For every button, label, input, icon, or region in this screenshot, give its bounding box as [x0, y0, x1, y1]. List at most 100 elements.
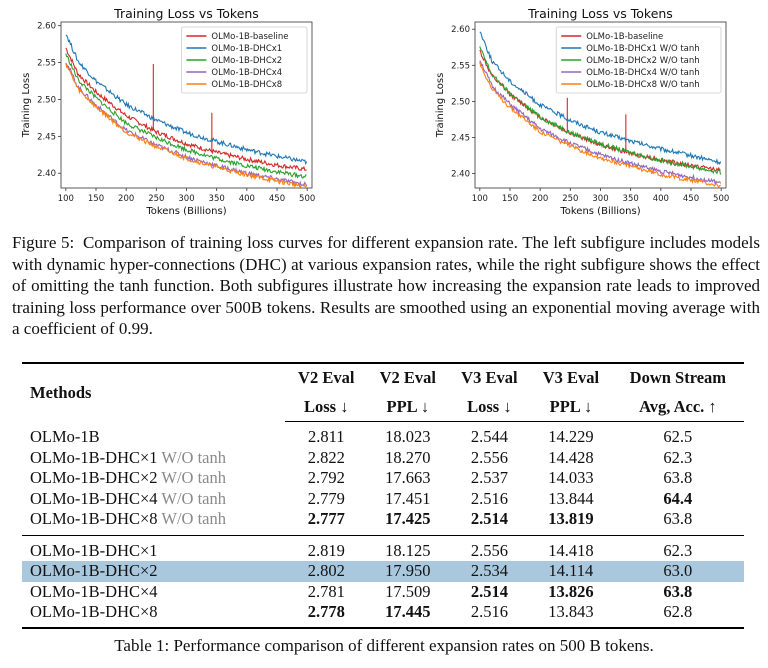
x-tick-label: 100 — [58, 194, 74, 204]
x-tick-label: 500 — [299, 194, 315, 204]
results-table-header: Methods V2 Eval V2 Eval V3 Eval V3 Eval … — [22, 362, 744, 422]
table-caption: Table 1: Performance comparison of diffe… — [114, 636, 654, 655]
method-name: OLMo-1B — [30, 427, 100, 446]
value-cell: 62.3 — [663, 540, 693, 560]
value-cell: 2.781 — [307, 581, 345, 601]
header-v2-loss-2: Loss ↓ — [285, 392, 368, 422]
chart-title: Training Loss vs Tokens — [527, 6, 673, 21]
value-cell: 2.537 — [470, 468, 508, 488]
method-name: OLMo-1B-DHC×8 — [30, 509, 158, 529]
method-cell: OLMo-1B-DHC×2 — [22, 561, 286, 582]
value-cell: 2.819 — [307, 540, 345, 560]
value-cell: 18.125 — [385, 540, 431, 560]
value-cell: 14.114 — [530, 561, 612, 582]
series-group — [65, 34, 308, 188]
value-cell: 13.819 — [530, 509, 612, 536]
legend-label: OLMo-1B-baseline — [586, 32, 663, 42]
method-cell: OLMo-1B-DHC×1 — [22, 535, 285, 561]
chart-title: Training Loss vs Tokens — [113, 6, 259, 21]
chart-training-loss-left: Training Loss vs Tokens 100 150 200 250 300 35… — [21, 6, 315, 217]
header-v2-ppl-1: V2 Eval — [367, 362, 449, 393]
chart-training-loss-right: Training Loss vs Tokens 100 150 200 250 300 35… — [435, 6, 729, 217]
value-cell: 13.843 — [530, 602, 612, 629]
legend — [555, 26, 722, 94]
y-tick-label: 2.55 — [37, 59, 56, 69]
x-tick-label: 300 — [178, 194, 194, 204]
method-name: OLMo-1B-DHC×4 — [30, 488, 158, 508]
value-cell: 63.8 — [611, 509, 744, 536]
legend-label: OLMo-1B-DHCx8 — [211, 80, 282, 90]
x-tick-label: 200 — [532, 194, 548, 204]
y-tick-label: 2.55 — [451, 61, 470, 71]
legend-label: OLMo-1B-DHCx4 W/O tanh — [586, 68, 699, 78]
y-tick-label: 2.45 — [37, 132, 56, 142]
value-cell: 2.778 — [285, 602, 368, 629]
method-suffix: W/O tanh — [157, 447, 226, 467]
table-row: OLMo-1B-DHC×2 W/O tanh 2.792 17.663 2.537 14… — [22, 468, 744, 489]
value-cell: 17.425 — [367, 509, 449, 536]
series-line — [479, 60, 722, 186]
value-cell: 2.792 — [307, 468, 345, 488]
series-line — [65, 62, 307, 188]
y-tick-label: 2.60 — [37, 22, 56, 32]
value-cell: 64.4 — [663, 488, 693, 508]
x-tick-label: 250 — [148, 194, 164, 204]
x-tick-label: 150 — [88, 194, 104, 204]
value-cell: 2.514 — [470, 581, 508, 601]
method-name: OLMo-1B-DHC×2 — [30, 468, 158, 488]
method-name: OLMo-1B-DHC×2 — [30, 561, 158, 581]
value-cell: 62.5 — [663, 427, 693, 447]
header-v3-ppl-1: V3 Eval — [530, 362, 612, 393]
value-cell: 17.445 — [367, 602, 449, 629]
y-tick-label: 2.45 — [451, 133, 470, 143]
x-axis-label: Tokens (Billions) — [559, 206, 640, 217]
table-group-dhc: OLMo-1B-DHC×1 2.819 18.125 2.556 14.418 62.3 O… — [22, 535, 744, 629]
value-cell: 2.534 — [448, 561, 531, 582]
value-cell: 63.8 — [663, 468, 693, 488]
x-tick-label: 200 — [118, 194, 134, 204]
value-cell: 13.826 — [548, 581, 594, 601]
x-tick-label: 450 — [269, 194, 285, 204]
y-tick-label: 2.40 — [37, 169, 56, 179]
x-tick-label: 400 — [239, 194, 255, 204]
value-cell: 14.033 — [548, 468, 594, 488]
header-v3-loss-1: V3 Eval — [448, 362, 531, 393]
x-tick-label: 150 — [502, 194, 518, 204]
value-cell: 2.811 — [307, 427, 345, 447]
method-name: OLMo-1B-DHC×1 — [30, 540, 158, 560]
method-cell: OLMo-1B-DHC×8 W/O tanh — [22, 509, 286, 536]
table-group-wo-tanh: OLMo-1B 2.811 18.023 2.544 14.229 62.5 OLMo-1B… — [22, 422, 744, 536]
legend-label: OLMo-1B-DHCx2 W/O tanh — [586, 56, 699, 66]
table-row: OLMo-1B-DHC×1 2.819 18.125 2.556 14.418 62.3 — [22, 535, 744, 561]
figure-caption-text: Comparison of training loss curves for d… — [12, 233, 761, 338]
value-cell: 2.822 — [307, 447, 345, 467]
series-group — [479, 31, 722, 188]
legend-label: OLMo-1B-DHCx1 — [211, 44, 282, 54]
legend-label: OLMo-1B-DHCx4 — [211, 68, 282, 78]
x-tick-label: 100 — [472, 194, 488, 204]
value-cell: 14.418 — [548, 540, 594, 560]
header-v2-ppl-2: PPL ↓ — [367, 392, 449, 422]
value-cell: 17.950 — [367, 561, 449, 582]
series-line — [65, 47, 307, 172]
value-cell: 2.556 — [470, 447, 508, 467]
header-methods: Methods — [22, 362, 286, 422]
y-tick-label: 2.50 — [37, 95, 56, 105]
y-tick-label: 2.60 — [451, 25, 470, 35]
header-v3-loss-2: Loss ↓ — [448, 392, 531, 422]
value-cell: 18.270 — [385, 447, 431, 467]
table-row: OLMo-1B-DHC×1 W/O tanh 2.822 18.270 2.556 14… — [22, 448, 744, 469]
method-suffix: W/O tanh — [157, 509, 226, 529]
legend-label: OLMo-1B-baseline — [211, 32, 288, 42]
method-cell: OLMo-1B-DHC×4 — [22, 582, 285, 603]
value-cell: 63.8 — [663, 581, 693, 601]
value-cell: 14.229 — [548, 427, 594, 447]
method-suffix: W/O tanh — [157, 468, 226, 488]
legend — [180, 26, 308, 94]
method-cell: OLMo-1B — [22, 422, 285, 448]
value-cell: 2.779 — [307, 488, 345, 508]
method-suffix: W/O tanh — [157, 488, 226, 508]
x-tick-label: 500 — [713, 194, 729, 204]
value-cell: 17.663 — [385, 468, 431, 488]
table-row: OLMo-1B 2.811 18.023 2.544 14.229 62.5 — [22, 422, 744, 448]
